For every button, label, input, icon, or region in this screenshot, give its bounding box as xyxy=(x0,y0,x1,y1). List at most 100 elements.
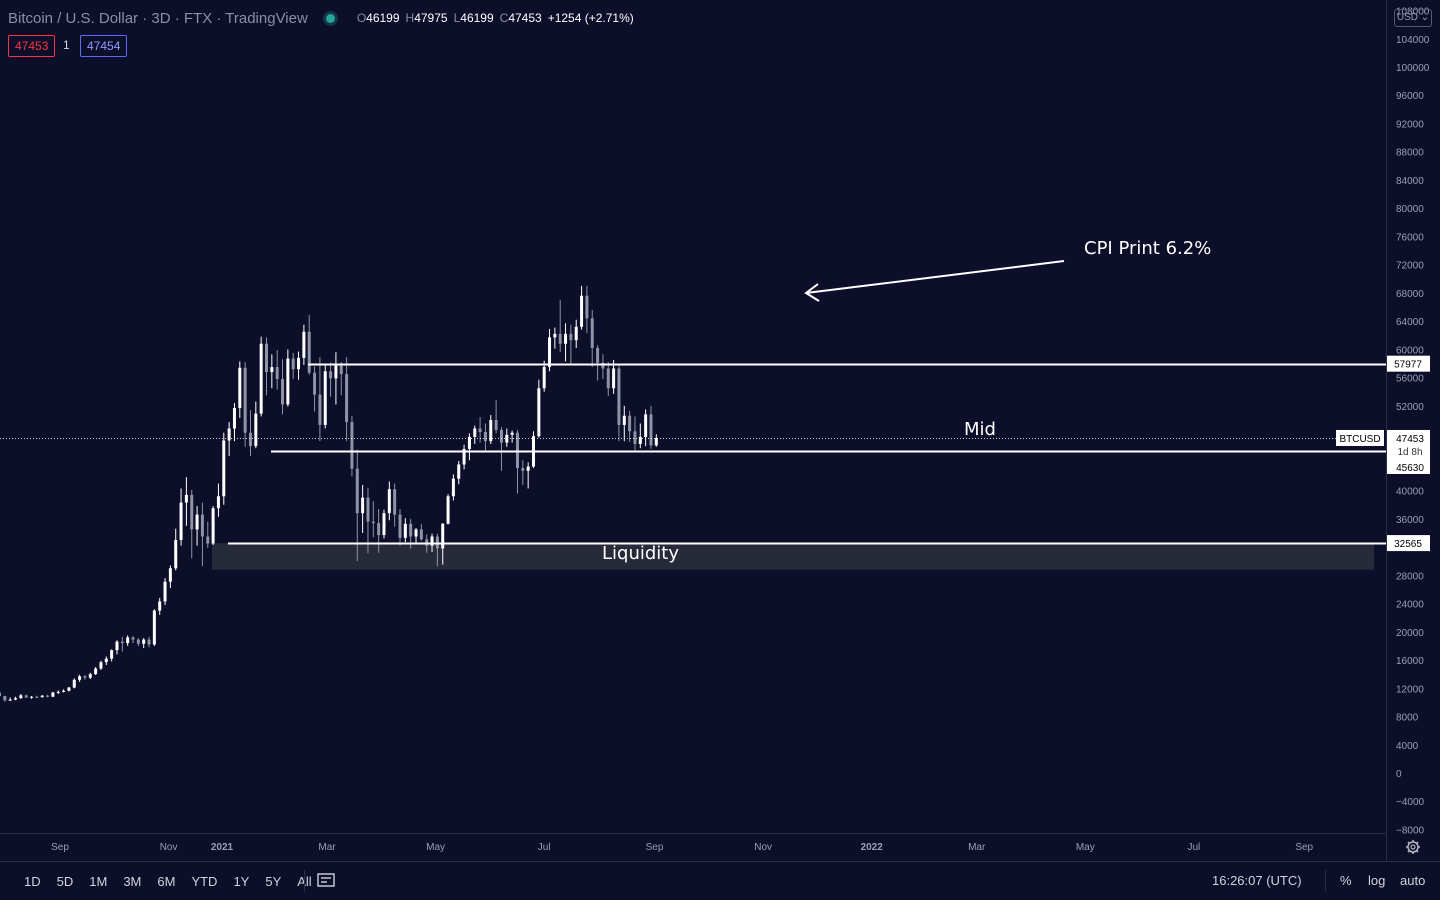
low-value: 46199 xyxy=(460,11,494,25)
timeframe-1y[interactable]: 1Y xyxy=(233,873,250,889)
liquidity-zone xyxy=(212,543,1374,570)
candle-body xyxy=(403,523,407,538)
cpi-arrow-head-icon xyxy=(804,283,820,302)
candle-body xyxy=(542,367,546,389)
time-axis[interactable]: Sep Nov 2021 Mar May Jul Sep Nov 2022 Mar May Jul Se… xyxy=(51,842,1313,853)
candle-body xyxy=(467,436,471,449)
candle-body xyxy=(478,428,482,433)
candle-body xyxy=(473,428,477,437)
y-tick-label: 60000 xyxy=(1396,345,1424,356)
symbol-tag: BTCUSD xyxy=(1339,434,1380,445)
open-label: O xyxy=(356,11,367,25)
y-tick-label: 72000 xyxy=(1396,261,1424,272)
candle-body xyxy=(526,466,530,471)
y-tick-label: 88000 xyxy=(1396,148,1424,159)
candle-body xyxy=(8,699,12,701)
candle-body xyxy=(339,365,343,375)
candle-body xyxy=(371,521,375,524)
horizontal-lines-layer xyxy=(0,363,1386,545)
candle-body xyxy=(222,440,226,497)
candle-body xyxy=(163,581,167,602)
auto-scale-toggle[interactable]: auto xyxy=(1400,873,1426,888)
percent-scale-toggle[interactable]: % xyxy=(1340,873,1352,888)
candle-body xyxy=(46,695,50,697)
candle-body xyxy=(329,371,333,379)
candle-body xyxy=(387,489,391,514)
candle-body xyxy=(88,674,92,678)
y-tick-label: 36000 xyxy=(1396,515,1424,526)
candle-body xyxy=(179,502,183,541)
x-tick-label: May xyxy=(426,842,445,853)
x-tick-label: 2022 xyxy=(861,842,884,853)
candle-body xyxy=(56,691,60,693)
candle-body xyxy=(78,676,82,680)
candle-body xyxy=(606,368,610,389)
candle-body xyxy=(174,540,178,569)
bar-countdown-tag: 1d 8h xyxy=(1397,447,1422,458)
candle-body xyxy=(19,695,23,699)
price-axis[interactable]: 108000 104000 100000 96000 92000 88000 84000 80… xyxy=(1396,7,1430,837)
x-tick-label: Mar xyxy=(968,842,986,853)
candle-body xyxy=(398,514,402,538)
bottom-toolbar: 1D5D1M3M6MYTD1Y5YAll 16:26:07 (UTC) xyxy=(0,862,1386,900)
timeframe-5y[interactable]: 5Y xyxy=(265,873,282,889)
utc-clock[interactable]: 16:26:07 (UTC) xyxy=(1212,873,1302,888)
timeframe-1m[interactable]: 1M xyxy=(89,873,108,889)
candle-body xyxy=(270,367,274,372)
candle-body xyxy=(131,637,135,640)
candle-body xyxy=(596,347,600,363)
candle-body xyxy=(265,343,268,372)
y-tick-label: 40000 xyxy=(1396,487,1424,498)
log-scale-toggle[interactable]: log xyxy=(1368,873,1386,888)
candle-body xyxy=(334,365,338,379)
y-tick-label: −8000 xyxy=(1396,825,1425,836)
symbol-tag-bg xyxy=(1336,429,1384,446)
go-to-date-icon[interactable] xyxy=(317,872,335,888)
x-tick-label: Jul xyxy=(538,842,551,853)
y-tick-label: 92000 xyxy=(1396,119,1424,130)
symbol-legend[interactable]: Bitcoin / U.S. Dollar · 3D · FTX · Tradi… xyxy=(8,8,634,28)
candle-body xyxy=(168,568,172,582)
candle-body xyxy=(24,695,28,698)
currency-label: USD xyxy=(1396,12,1418,23)
timeframe-3m[interactable]: 3M xyxy=(123,873,142,889)
timeframe-6m[interactable]: 6M xyxy=(157,873,176,889)
candle-body xyxy=(136,639,140,644)
candle-body xyxy=(318,394,322,425)
candle-body xyxy=(510,432,514,435)
candle-body xyxy=(622,415,626,425)
timeframe-ytd[interactable]: YTD xyxy=(191,873,218,889)
ohlc-values: O46199 H47975 L46199 C47453 +1254 (+2.71… xyxy=(357,11,634,25)
candle-body xyxy=(291,358,295,370)
candle-body xyxy=(350,422,354,469)
candle-body xyxy=(94,668,98,675)
candle-body xyxy=(569,333,573,341)
buy-button[interactable]: 47454 xyxy=(80,35,128,57)
candle-body xyxy=(259,343,263,414)
timeframe-5d[interactable]: 5D xyxy=(56,873,74,889)
candle-body xyxy=(120,641,124,644)
candle-body xyxy=(0,692,1,697)
candle-body xyxy=(216,496,220,509)
toolbar-divider xyxy=(304,870,305,892)
currency-selector[interactable]: USD ⌄ xyxy=(1394,9,1432,27)
last-price-tag: 47453 xyxy=(1396,434,1424,445)
toolbar-divider xyxy=(1325,870,1326,892)
candle-body xyxy=(633,431,637,445)
level-price-tag: 57977 xyxy=(1394,360,1422,371)
candle-body xyxy=(441,523,445,549)
candle-body xyxy=(521,468,525,471)
candle-body xyxy=(195,514,199,530)
mid-annotation-label: Mid xyxy=(964,419,996,440)
timeframe-1d[interactable]: 1D xyxy=(24,873,41,889)
x-tick-label: Nov xyxy=(754,842,772,853)
sell-button[interactable]: 47453 xyxy=(8,35,56,57)
price-tags-layer: 57977 32565 47453 1d 8h 45630 BTCUSD xyxy=(1336,355,1430,552)
symbol-title[interactable]: Bitcoin / U.S. Dollar · 3D · FTX · Tradi… xyxy=(8,9,308,27)
chart-settings-gear-icon[interactable] xyxy=(1406,840,1420,854)
x-tick-label: Sep xyxy=(646,842,664,853)
candle-body xyxy=(393,489,397,515)
candle-body xyxy=(115,641,119,651)
candle-body xyxy=(355,468,359,514)
